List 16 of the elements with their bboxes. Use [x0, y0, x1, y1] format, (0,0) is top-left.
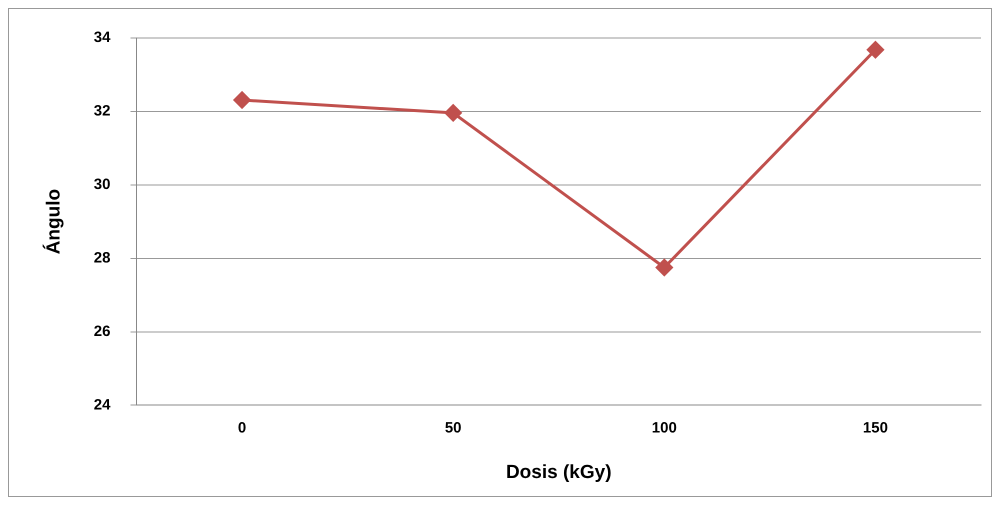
y-tick-label: 34 — [94, 29, 112, 46]
x-tick-label: 100 — [652, 419, 677, 436]
point — [866, 41, 884, 58]
x-tick-label: 50 — [444, 419, 462, 436]
y-axis-title: Ángulo — [42, 188, 65, 254]
point — [444, 104, 462, 122]
x-axis-title: Dosis (kGy) — [506, 462, 612, 483]
x-tick-label: 0 — [238, 419, 246, 436]
y-tick-label: 26 — [94, 322, 110, 340]
point — [656, 259, 673, 276]
y-tick-label: 32 — [94, 102, 110, 120]
y-tick-label: 24 — [94, 396, 112, 414]
point — [234, 92, 251, 109]
y-tick-label: 30 — [94, 176, 110, 194]
y-tick-label: 28 — [94, 249, 110, 266]
x-tick-label: 150 — [862, 419, 888, 436]
